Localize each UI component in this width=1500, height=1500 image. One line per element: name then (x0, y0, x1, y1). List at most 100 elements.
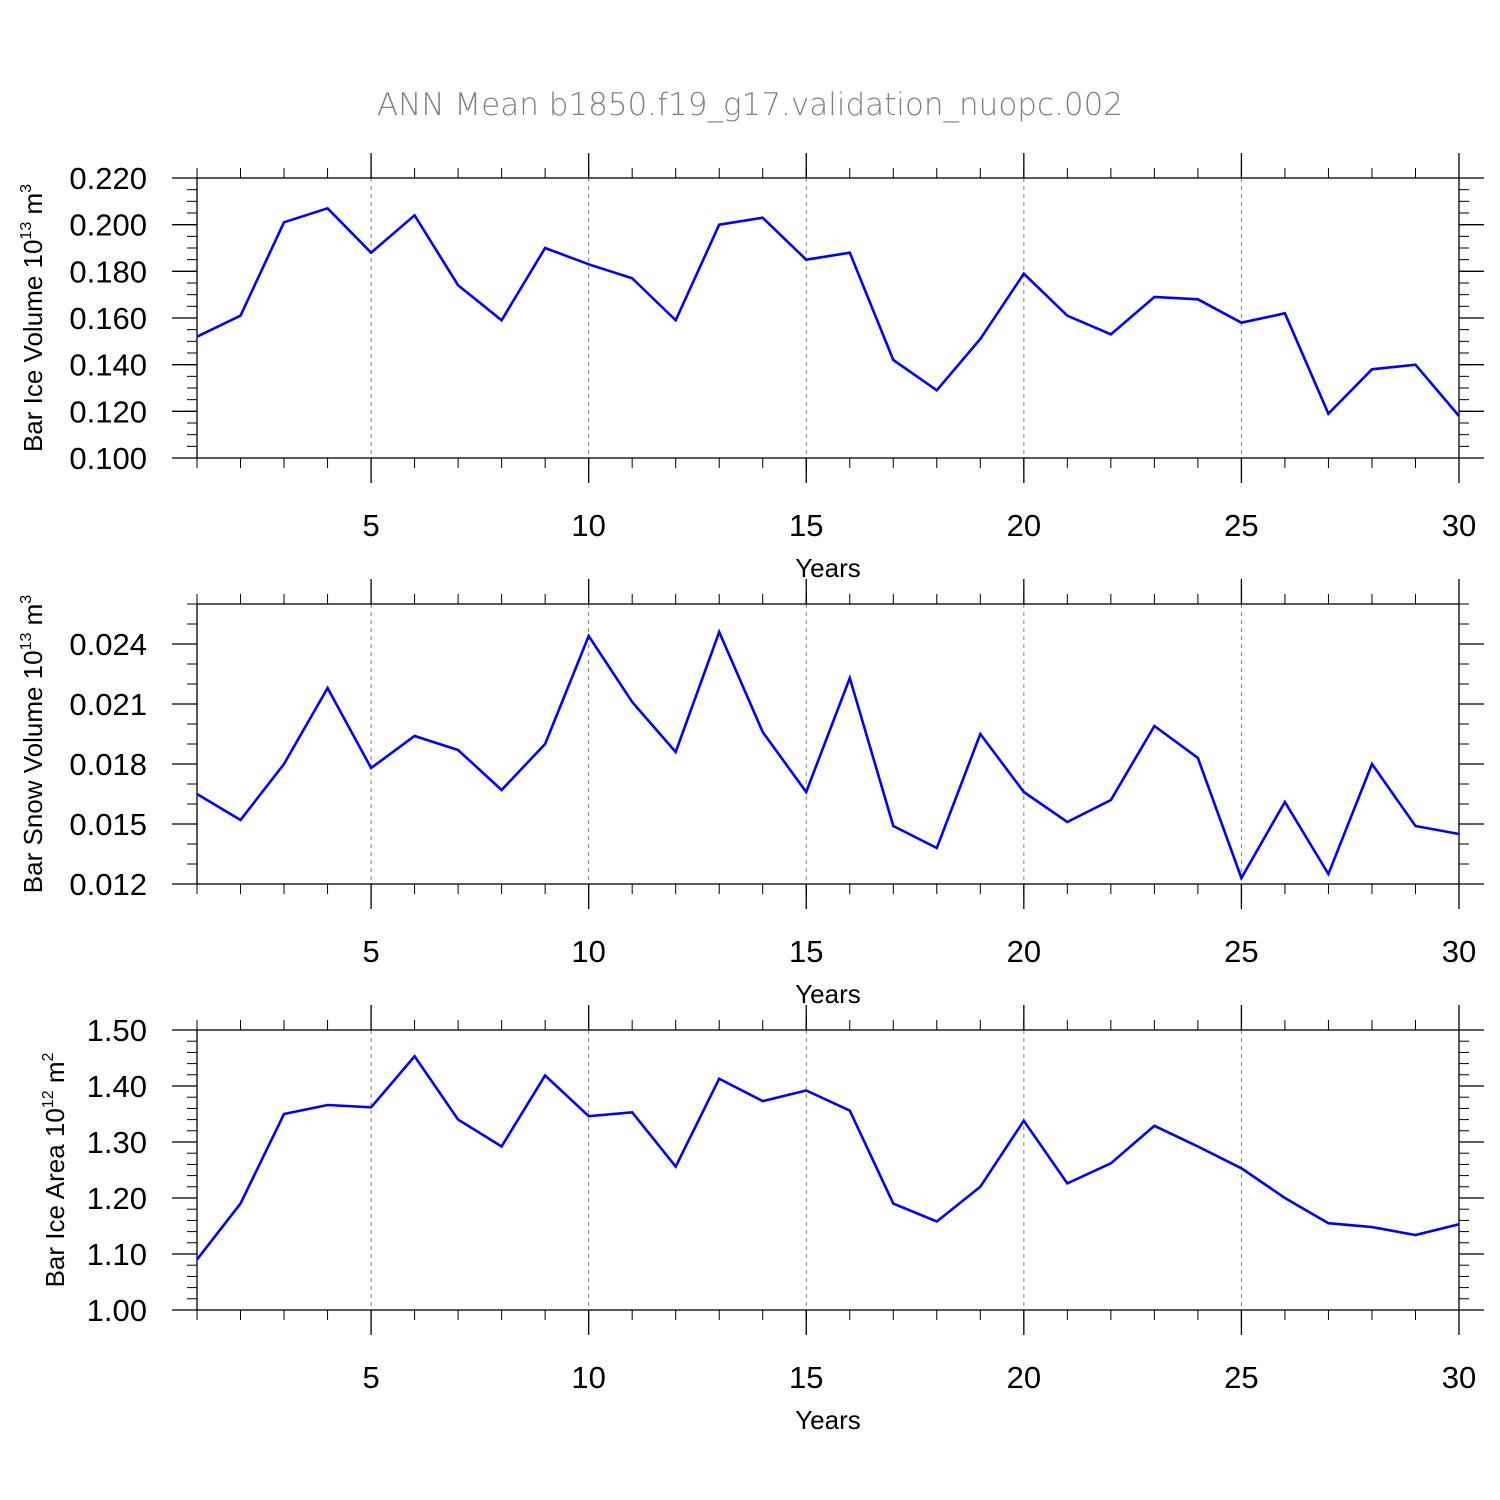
y-tick-label: 1.10 (87, 1237, 147, 1272)
data-point (891, 1202, 895, 1206)
x-tick-label: 30 (1442, 1360, 1476, 1395)
chart-panel-3: 5 10 15 20 25 30 Years 1.00 1.10 1.20 1.30 1.40 1.50… (40, 1005, 1484, 1435)
data-point (543, 246, 547, 250)
x-tick-label: 10 (571, 934, 605, 969)
data-point (543, 1073, 547, 1077)
data-point (978, 1185, 982, 1189)
data-point (369, 766, 373, 770)
data-point (1022, 1119, 1026, 1123)
data-point (239, 818, 243, 822)
x-tick-label: 20 (1007, 508, 1041, 543)
data-point (717, 223, 721, 227)
data-point (1239, 876, 1243, 880)
data-point (500, 318, 504, 322)
y-axis-label: Bar Snow Volume 1013 m3 (18, 595, 48, 894)
data-point (1196, 756, 1200, 760)
data-point (1326, 872, 1330, 876)
data-point (1457, 1222, 1461, 1226)
y-tick-label: 1.00 (87, 1293, 147, 1328)
data-point (456, 283, 460, 287)
chart-panels: 5 10 15 20 25 30 Years 0.100 0.120 0.140 0.160 0.18… (18, 153, 1484, 1435)
data-point (1109, 1161, 1113, 1165)
data-point (1022, 790, 1026, 794)
data-point (500, 788, 504, 792)
data-point (1457, 832, 1461, 836)
y-tick-label: 1.20 (87, 1181, 147, 1216)
data-point (1152, 724, 1156, 728)
data-point (1152, 1124, 1156, 1128)
data-point (413, 734, 417, 738)
data-point (1370, 1225, 1374, 1229)
data-point (1326, 1221, 1330, 1225)
data-point (1109, 332, 1113, 336)
data-point (1370, 367, 1374, 371)
data-point (978, 732, 982, 736)
data-point (1239, 1166, 1243, 1170)
x-tick-label: 5 (362, 934, 379, 969)
data-point (326, 1103, 330, 1107)
chart-title: ANN Mean b1850.f19_g17.validation_nuopc.… (377, 87, 1123, 123)
data-point (1022, 272, 1026, 276)
y-tick-label: 0.018 (69, 747, 147, 782)
data-point (848, 676, 852, 680)
data-point (587, 262, 591, 266)
data-point (413, 213, 417, 217)
data-point (674, 750, 678, 754)
data-point (1109, 798, 1113, 802)
x-axis-label: Years (795, 979, 861, 1009)
data-point (326, 206, 330, 210)
data-point (456, 1118, 460, 1122)
data-point (369, 1105, 373, 1109)
data-point (587, 1114, 591, 1118)
series-line (195, 1054, 1460, 1261)
data-point (195, 335, 199, 339)
y-tick-label: 1.30 (87, 1125, 147, 1160)
data-point (1239, 321, 1243, 325)
data-point (1413, 363, 1417, 367)
y-tick-label: 1.50 (87, 1013, 147, 1048)
series-line (196, 206, 1460, 417)
data-point (1065, 314, 1069, 318)
data-point (1065, 1181, 1069, 1185)
x-tick-label: 15 (789, 1360, 823, 1395)
data-point (1413, 824, 1417, 828)
data-point (1283, 800, 1287, 804)
y-axis-label: Bar Ice Area 1012 m2 (40, 1052, 70, 1287)
x-tick-label: 25 (1224, 508, 1258, 543)
data-point (935, 1220, 939, 1224)
data-point (630, 276, 634, 280)
data-point (804, 1088, 808, 1092)
data-point (717, 630, 721, 634)
y-tick-label: 0.160 (69, 301, 147, 336)
y-tick-label: 0.140 (69, 348, 147, 383)
data-point (848, 1109, 852, 1113)
y-tick-label: 0.024 (69, 627, 147, 662)
data-point (239, 314, 243, 318)
x-tick-label: 20 (1007, 934, 1041, 969)
data-point (1196, 297, 1200, 301)
data-point (1152, 295, 1156, 299)
data-point (935, 846, 939, 850)
data-point (1370, 762, 1374, 766)
y-tick-label: 0.021 (69, 687, 147, 722)
plot-frame (196, 177, 1460, 459)
data-point (848, 251, 852, 255)
data-point (935, 388, 939, 392)
data-point (891, 824, 895, 828)
data-point (1326, 412, 1330, 416)
x-tick-label: 10 (571, 1360, 605, 1395)
data-point (1196, 1144, 1200, 1148)
plot-frame (196, 1029, 1460, 1311)
x-tick-label: 25 (1224, 934, 1258, 969)
x-tick-label: 5 (362, 508, 379, 543)
data-point (674, 1165, 678, 1169)
data-point (761, 730, 765, 734)
chart-panel-1: 5 10 15 20 25 30 Years 0.100 0.120 0.140 0.160 0.18… (18, 153, 1484, 583)
series-line (196, 628, 1460, 882)
x-tick-label: 30 (1442, 934, 1476, 969)
data-point (630, 1110, 634, 1114)
data-point (282, 1112, 286, 1116)
data-point (1283, 1196, 1287, 1200)
x-tick-label: 15 (789, 934, 823, 969)
x-axis-label: Years (795, 1405, 861, 1435)
